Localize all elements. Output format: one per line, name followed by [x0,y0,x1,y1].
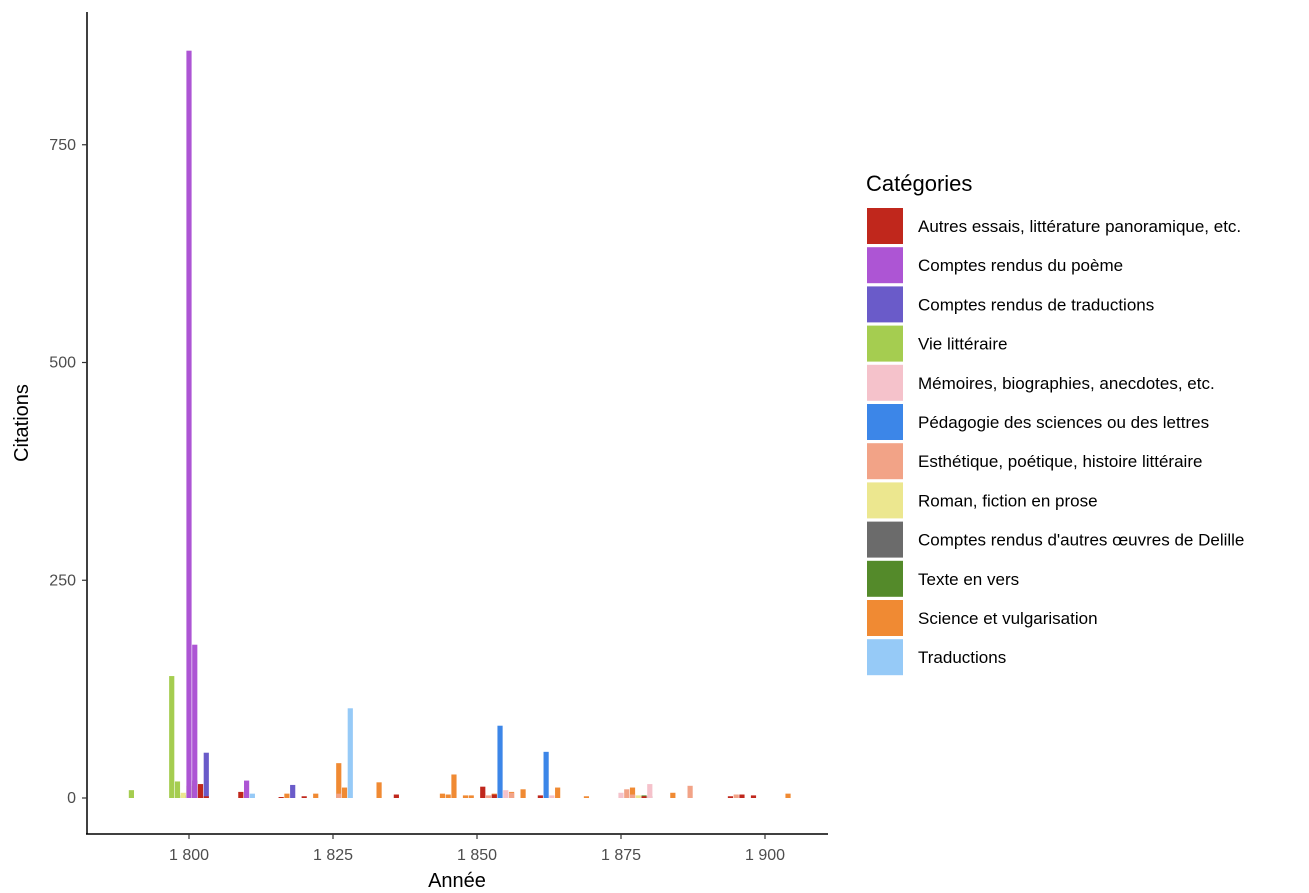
bar [480,786,486,798]
bar [278,797,284,798]
legend-label: Esthétique, poétique, histoire littérair… [918,452,1202,471]
bar [555,787,561,798]
bar [174,781,181,798]
bar [244,780,250,798]
legend-label: Comptes rendus du poème [918,256,1123,275]
bar [491,794,497,798]
legend-swatch [867,482,903,519]
y-tick-label: 500 [49,355,76,372]
bar [393,794,399,798]
bar [647,784,653,798]
bar [128,790,134,798]
bar [180,792,186,798]
bar [341,787,348,798]
legend-label: Roman, fiction en prose [918,491,1098,510]
bar [336,763,342,798]
axes [86,12,828,835]
legend-swatch [867,325,903,362]
bar [520,789,526,798]
x-ticks: 1 800 1 825 1 850 1 875 1 900 [169,834,785,864]
bar [203,796,209,798]
x-axis-title: Année [428,870,486,892]
legend-swatch [867,404,903,440]
bar [537,795,543,798]
bar [629,787,636,798]
bar [197,784,204,798]
bar [670,792,676,798]
bar [192,644,198,798]
bar [313,793,319,798]
bar [750,795,757,798]
bar [238,791,244,798]
legend-swatch [867,443,903,480]
bar [445,794,451,798]
bar [284,793,290,798]
bar [203,752,209,798]
bar [439,793,446,798]
legend-swatch [867,286,903,323]
legend-swatch [867,364,903,401]
legend-label: Comptes rendus d'autres œuvres de Delill… [918,531,1244,550]
bar [485,795,492,798]
bar [549,795,555,798]
bar [503,790,509,798]
bar [543,751,549,798]
y-ticks: 0 250 500 750 [49,137,87,807]
x-tick-label: 1 850 [457,847,497,864]
bar [451,774,457,798]
legend-swatch [867,247,903,284]
bar [336,793,342,798]
legend: Catégories Autres essais, littérature pa… [866,171,1244,676]
legend-swatch [867,600,903,636]
bar [583,796,590,798]
bar [290,784,296,798]
bar [739,794,745,798]
bar [635,795,641,798]
legend-swatch [867,560,903,597]
bar [641,796,647,798]
bar [624,789,630,798]
bar [727,796,734,798]
bar [186,50,192,798]
legend-label: Traductions [918,648,1006,667]
y-axis-title: Citations [11,384,33,462]
bar [618,792,624,798]
legend-label: Comptes rendus de traductions [918,295,1154,314]
bar [376,782,382,798]
legend-label: Pédagogie des sciences ou des lettres [918,413,1209,432]
bar [347,708,353,798]
bar [468,795,474,798]
legend-label: Vie littéraire [918,335,1007,354]
x-tick-label: 1 900 [745,847,785,864]
legend-label: Science et vulgarisation [918,609,1098,628]
legend-swatch [867,639,903,676]
bars-layer [128,50,791,798]
x-tick-label: 1 825 [313,847,353,864]
bar [508,792,515,798]
legend-title: Catégories [866,171,972,196]
bar [169,676,175,798]
y-tick-label: 750 [49,137,76,154]
bar [462,795,469,798]
bar [785,793,791,798]
legend-label: Mémoires, biographies, anecdotes, etc. [918,374,1215,393]
bar [301,796,307,798]
bar [687,785,693,798]
x-tick-label: 1 875 [601,847,641,864]
x-tick-label: 1 800 [169,847,209,864]
bar [497,725,503,798]
legend-label: Texte en vers [918,570,1019,589]
legend-swatch [867,521,903,558]
y-tick-label: 0 [67,790,76,807]
bar [249,793,255,798]
bar [733,794,739,798]
legend-label: Autres essais, littérature panoramique, … [918,217,1241,236]
bar [629,794,636,798]
y-tick-label: 250 [49,572,76,589]
legend-swatch [867,208,903,244]
legend-items: Autres essais, littérature panoramique, … [867,208,1244,676]
